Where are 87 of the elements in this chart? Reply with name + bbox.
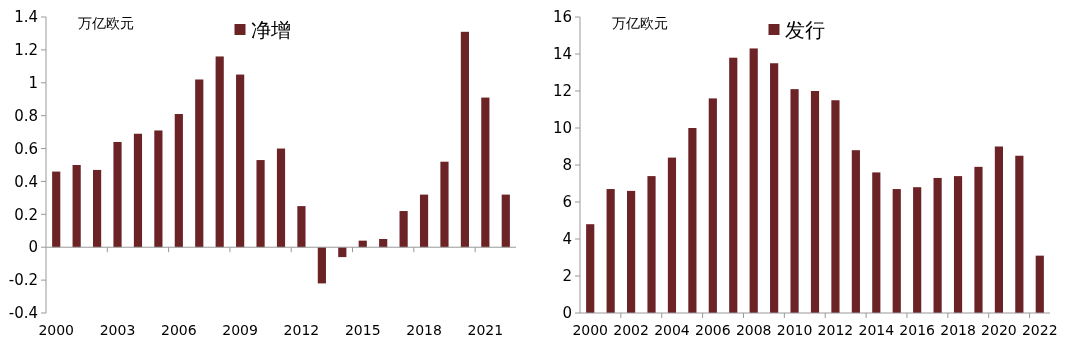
bar	[93, 169, 102, 248]
y-tick-label: 1.4	[14, 8, 38, 27]
y-tick-label: 12	[552, 82, 572, 101]
x-tick-label: 2020	[981, 322, 1017, 338]
x-tick-label: 2014	[858, 322, 895, 338]
bar	[317, 247, 326, 284]
bar	[1015, 155, 1024, 313]
bar	[810, 91, 820, 313]
x-tick-label: 2009	[222, 322, 258, 338]
bar	[729, 57, 738, 313]
y-tick-label: 1	[28, 74, 38, 93]
bar	[688, 128, 697, 313]
y-tick-label: 0	[28, 238, 38, 257]
y-tick-label: 14	[552, 45, 572, 64]
bar	[913, 187, 922, 313]
bar	[419, 194, 429, 248]
x-tick-label: 2015	[344, 322, 381, 338]
bar	[851, 150, 860, 313]
x-tick-label: 2012	[283, 322, 320, 338]
x-tick-label: 2018	[940, 322, 976, 338]
x-tick-label: 2016	[899, 322, 936, 338]
x-tick-label: 2006	[161, 322, 197, 338]
x-tick-label: 2022	[1021, 322, 1058, 338]
bar	[667, 157, 677, 313]
legend-label: 发行	[784, 18, 825, 42]
bar	[195, 79, 204, 248]
x-tick-label: 2003	[99, 322, 136, 338]
x-tick-label: 2002	[613, 322, 649, 338]
bar	[276, 148, 286, 248]
bar	[399, 211, 408, 248]
bar	[481, 97, 490, 248]
y-tick-label: 1.2	[14, 41, 38, 60]
bar	[154, 130, 163, 248]
bar	[953, 176, 963, 313]
bar	[749, 48, 758, 313]
y-tick-label: 8	[562, 156, 572, 175]
y-tick-label: -0.4	[8, 304, 38, 323]
bar	[72, 165, 81, 248]
bar	[256, 160, 265, 248]
bar	[892, 189, 901, 313]
bar	[174, 114, 183, 248]
y-tick-label: 6	[562, 193, 572, 212]
y-axis-title: 万亿欧元	[78, 15, 134, 31]
bar	[133, 133, 143, 248]
bar	[52, 171, 61, 248]
bar	[994, 146, 1003, 313]
x-tick-label: 2021	[467, 322, 504, 338]
bar	[215, 56, 224, 248]
y-tick-label: -0.2	[8, 271, 38, 290]
bar	[708, 98, 717, 313]
bar	[627, 190, 636, 313]
y-tick-label: 2	[562, 267, 572, 286]
bar	[770, 63, 779, 313]
bar	[831, 100, 840, 313]
y-tick-label: 0.2	[14, 205, 38, 224]
bar	[872, 172, 881, 313]
y-tick-label: 10	[552, 119, 572, 138]
bar	[460, 31, 469, 248]
x-tick-label: 2010	[776, 322, 813, 338]
bar	[501, 194, 510, 248]
y-tick-label: 16	[552, 8, 572, 27]
legend-label: 净增	[250, 18, 291, 42]
bar	[236, 74, 245, 248]
bar	[606, 189, 615, 313]
x-tick-label: 2008	[735, 322, 772, 338]
y-tick-label: 0	[562, 304, 572, 323]
y-axis-title: 万亿欧元	[612, 15, 668, 31]
x-tick-label: 2000	[38, 322, 75, 338]
bar	[113, 141, 122, 248]
bar	[647, 176, 656, 313]
bar	[440, 161, 449, 248]
x-tick-label: 2000	[572, 322, 609, 338]
bar	[586, 224, 595, 313]
y-tick-label: 4	[562, 230, 572, 249]
y-tick-label: 0.4	[14, 172, 38, 191]
y-tick-label: 0.6	[14, 139, 38, 158]
y-tick-label: 0.8	[14, 106, 38, 125]
bar	[974, 166, 983, 313]
bar	[790, 89, 799, 313]
bar	[933, 177, 942, 313]
x-tick-label: 2018	[406, 322, 442, 338]
bar	[379, 239, 388, 248]
x-tick-label: 2004	[654, 322, 690, 338]
x-tick-label: 2012	[817, 322, 854, 338]
bar	[297, 206, 306, 248]
x-tick-label: 2006	[695, 322, 731, 338]
bar	[1035, 255, 1044, 313]
